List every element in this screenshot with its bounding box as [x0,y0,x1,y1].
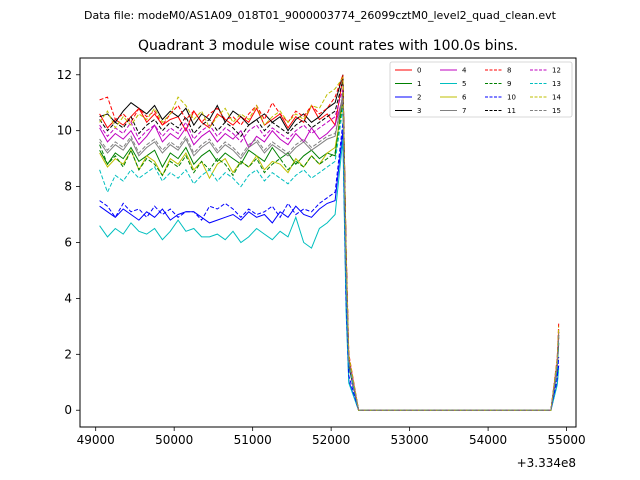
legend-label: 2 [417,94,421,102]
x-tick-label: 55000 [547,433,585,447]
y-tick-label: 12 [57,68,72,82]
series-line-9 [99,102,560,411]
series-line-8 [99,74,560,411]
legend-label: 0 [417,67,421,75]
x-tick-label: 52000 [312,433,350,447]
legend-label: 12 [552,67,561,75]
series-line-3 [99,74,560,411]
legend-label: 11 [507,107,516,115]
x-offset-label: +3.334e8 [517,456,576,470]
legend-label: 7 [462,107,466,115]
y-tick-label: 6 [64,236,72,250]
y-tick-label: 10 [57,124,72,138]
x-axis: 49000 50000 51000 52000 53000 54000 55000 [77,427,586,447]
legend-label: 9 [507,80,511,88]
x-tick-label: 53000 [391,433,429,447]
legend-label: 8 [507,67,511,75]
legend-label: 3 [417,107,421,115]
series-line-6 [99,102,560,411]
series-line-14 [99,76,560,411]
legend-label: 13 [552,80,561,88]
legend-label: 1 [417,80,421,88]
plot-lines [99,74,560,411]
series-line-0 [99,77,560,411]
y-axis: 0 2 4 6 8 10 12 [57,68,80,417]
x-tick-label: 49000 [77,433,115,447]
series-line-1 [99,91,560,411]
x-tick-label: 54000 [469,433,507,447]
chart-title: Quadrant 3 module wise count rates with … [138,38,518,54]
x-tick-label: 50000 [155,433,193,447]
legend-label: 5 [462,80,466,88]
legend-label: 10 [507,94,516,102]
x-tick-label: 51000 [234,433,272,447]
legend-label: 6 [462,94,467,102]
series-line-12 [99,88,560,411]
y-tick-label: 0 [64,403,72,417]
legend-label: 14 [552,94,561,102]
series-line-5 [99,139,560,411]
y-tick-label: 8 [64,180,72,194]
series-line-15 [99,99,560,411]
y-tick-label: 2 [64,347,72,361]
legend-box [389,61,573,118]
legend-label: 4 [462,67,467,75]
series-line-7 [99,94,560,411]
suptitle: Data file: modeM0/AS1A09_018T01_90000037… [84,9,557,22]
legend-label: 15 [552,107,561,115]
y-tick-label: 4 [64,291,72,305]
series-line-2 [99,130,560,411]
